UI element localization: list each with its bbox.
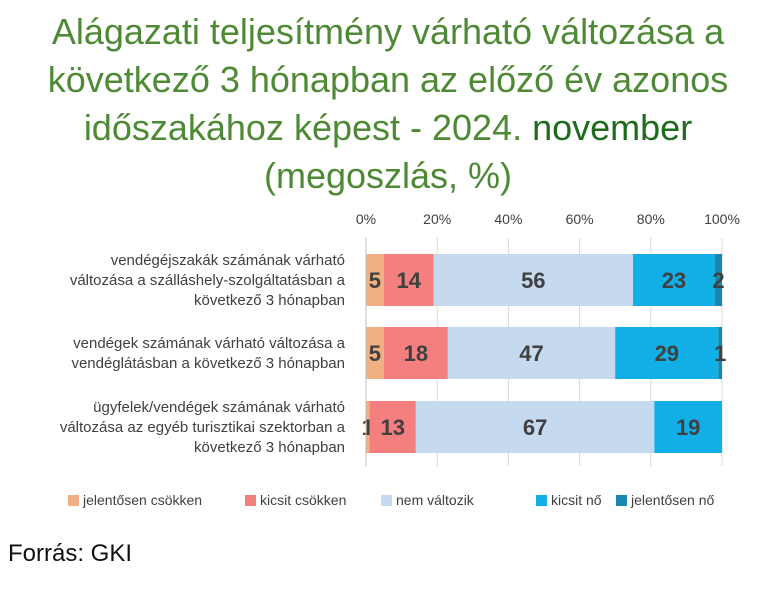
- source-note: Forrás: GKI: [8, 540, 133, 567]
- legend-label: nem változik: [396, 492, 475, 508]
- title-line-1: Alágazati teljesítmény várható változása…: [51, 11, 725, 52]
- bar-segment: [718, 327, 722, 379]
- x-tick-label: 60%: [566, 211, 594, 227]
- bar-segment: [369, 401, 416, 453]
- data-label: 47: [519, 341, 543, 366]
- legend-swatch: [616, 495, 627, 506]
- data-label: 56: [521, 268, 545, 293]
- x-tick-label: 0%: [356, 211, 376, 227]
- x-tick-label: 80%: [637, 211, 665, 227]
- bar-segment: [433, 254, 633, 306]
- legend-label: kicsit nő: [551, 492, 602, 508]
- data-label: 29: [655, 341, 679, 366]
- chart-title: Alágazati teljesítmény várható változása…: [0, 8, 776, 200]
- legend-label: jelentősen nő: [630, 492, 715, 508]
- bar-segment: [615, 327, 719, 379]
- bar-segment: [633, 254, 715, 306]
- title-line-4: (megoszlás, %): [263, 155, 513, 196]
- category-label: következő 3 hónapban: [194, 439, 345, 456]
- x-tick-label: 40%: [494, 211, 522, 227]
- legend-swatch: [536, 495, 547, 506]
- bar-segment: [415, 401, 655, 453]
- title-line-3-text: időszakához képest - 2024.: [83, 107, 533, 148]
- legend-label: kicsit csökken: [260, 492, 346, 508]
- legend-swatch: [245, 495, 256, 506]
- legend-swatch: [381, 495, 392, 506]
- data-label: 5: [369, 341, 381, 366]
- title-line-2: következő 3 hónapban az előző év azonos: [47, 59, 729, 100]
- category-label: változása a szálláshely-szolgáltatásban …: [70, 272, 346, 289]
- data-label: 1: [714, 341, 726, 366]
- data-label: 19: [676, 415, 700, 440]
- category-label: változása az egyéb turisztikai szektorba…: [60, 419, 346, 436]
- data-label: 23: [662, 268, 686, 293]
- bar-segment: [366, 327, 384, 379]
- legend-swatch: [68, 495, 79, 506]
- bar-segment: [383, 254, 434, 306]
- bar-segment: [383, 327, 448, 379]
- category-label: vendégek számának várható változása a: [73, 335, 345, 352]
- data-label: 18: [404, 341, 428, 366]
- category-label: vendéglátásban a következő 3 hónapban: [71, 355, 345, 372]
- stacked-bar-chart: 0% 20% 40% 60% 80% 100% 5 14 56 23 2 vendégéjszakák…: [60, 211, 740, 508]
- category-label: vendégéjszakák számának várható: [111, 252, 345, 269]
- bar-segment: [714, 254, 722, 306]
- bar-segment: [654, 401, 722, 453]
- bar-segment: [447, 327, 616, 379]
- bar-segment: [366, 254, 384, 306]
- x-tick-label: 20%: [423, 211, 451, 227]
- x-tick-label: 100%: [704, 211, 740, 227]
- data-label: 2: [712, 268, 724, 293]
- data-label: 67: [523, 415, 547, 440]
- data-label: 14: [396, 268, 421, 293]
- title-month: november: [532, 107, 693, 148]
- data-label: 13: [380, 415, 404, 440]
- legend-label: jelentősen csökken: [82, 492, 202, 508]
- data-label: 5: [369, 268, 381, 293]
- category-label: ügyfelek/vendégek számának várható: [93, 399, 345, 416]
- title-line-3: időszakához képest - 2024. november: [0, 104, 776, 152]
- category-label: következő 3 hónapban: [194, 292, 345, 309]
- bar-segment: [366, 401, 370, 453]
